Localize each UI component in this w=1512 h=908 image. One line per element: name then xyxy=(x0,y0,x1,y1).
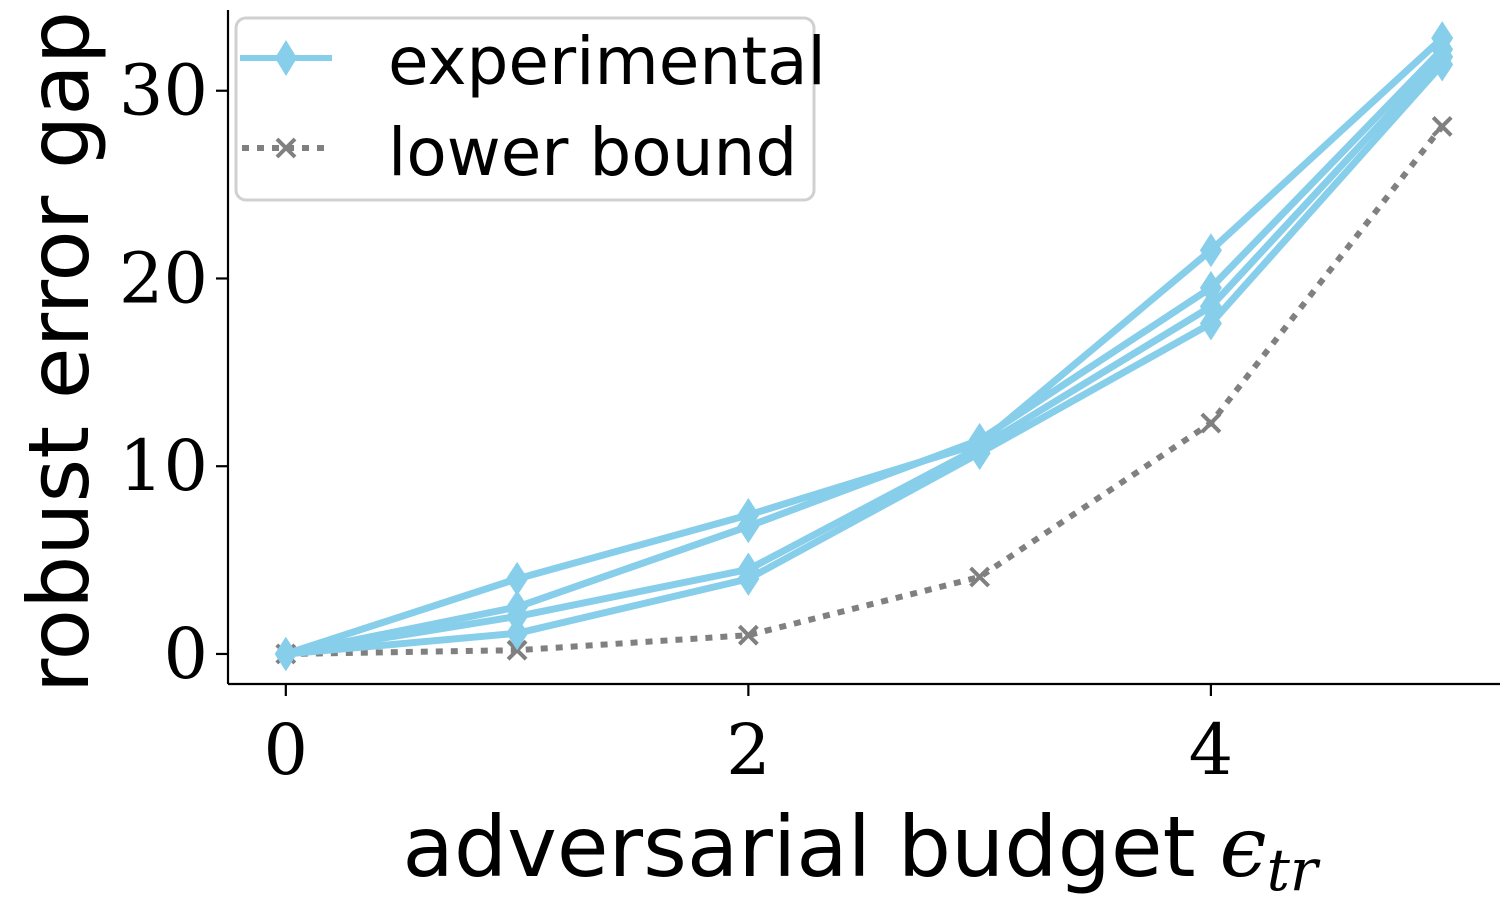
point-experimental xyxy=(737,509,760,544)
y-tick-label: 20 xyxy=(119,237,208,319)
x-axis-label-subscript: tr xyxy=(1267,836,1321,904)
y-tick-label: 10 xyxy=(119,425,208,507)
series-line-experimental-3 xyxy=(285,54,1445,658)
x-axis-label-text: adversarial budget xyxy=(402,798,1195,896)
x-tick-label: 2 xyxy=(726,709,771,791)
point-experimental xyxy=(1199,233,1222,268)
series-layer xyxy=(274,21,1454,671)
point-lower-bound xyxy=(1431,115,1453,137)
legend-marker-lower-bound xyxy=(275,137,297,159)
x-axis-label: adversarial budget ϵtr xyxy=(402,798,1321,904)
point-experimental xyxy=(506,616,529,651)
x-axis-label-symbol: ϵ xyxy=(1220,798,1267,896)
legend-marker-experimental xyxy=(275,40,297,76)
point-experimental xyxy=(737,561,760,596)
point-lower-bound xyxy=(737,624,759,646)
point-experimental xyxy=(506,561,529,596)
y-tick-label: 30 xyxy=(119,50,208,132)
series-line-experimental-4 xyxy=(285,62,1445,658)
legend-label-lower-bound: lower bound xyxy=(388,114,797,191)
point-lower-bound xyxy=(969,566,991,588)
legend-label-experimental: experimental xyxy=(388,23,826,100)
x-tick-label: 4 xyxy=(1189,709,1234,791)
x-tick-label: 0 xyxy=(264,709,309,791)
point-experimental xyxy=(274,636,297,671)
y-axis-label: robust error gap xyxy=(10,11,108,693)
series-line-experimental-1 xyxy=(284,35,1445,658)
y-tick-label: 0 xyxy=(163,613,208,695)
point-experimental xyxy=(968,436,991,471)
point-experimental xyxy=(1199,306,1222,341)
y-ticks: 0 10 20 30 xyxy=(119,50,228,695)
series-line-experimental-2 xyxy=(285,46,1445,658)
point-lower-bound xyxy=(1200,412,1222,434)
x-ticks: 0 2 4 xyxy=(264,684,1234,791)
point-experimental xyxy=(1431,47,1454,82)
series-line-lower-bound xyxy=(285,124,1445,657)
legend-frame xyxy=(234,16,816,202)
legend: experimental lower bound xyxy=(234,16,826,202)
